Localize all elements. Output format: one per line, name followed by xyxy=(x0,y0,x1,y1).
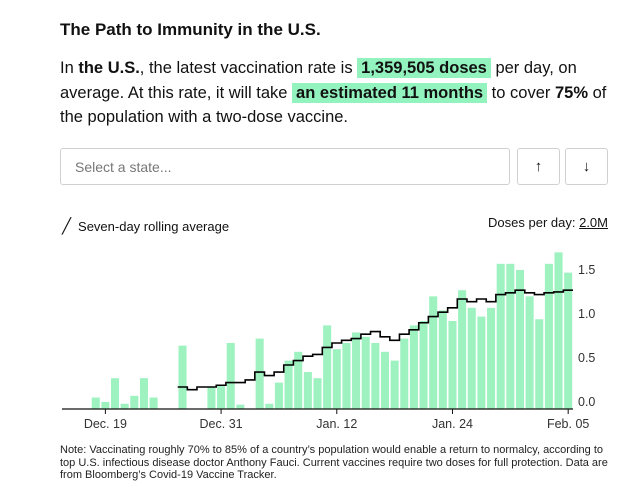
summary-text: In the U.S., the latest vaccination rate… xyxy=(60,56,620,130)
state-select-placeholder: Select a state... xyxy=(75,158,172,175)
bar xyxy=(525,296,534,409)
time-highlight: an estimated 11 months xyxy=(292,82,488,103)
sort-down-button[interactable]: ↓ xyxy=(565,148,608,185)
y-tick-label: 1.0 xyxy=(578,307,595,321)
legend-line-label: Seven-day rolling average xyxy=(78,218,230,234)
bar xyxy=(390,360,399,409)
y-tick-label: 0.0 xyxy=(578,395,595,409)
lede-text-3: per day, on average. At this rate, it wi… xyxy=(60,59,577,102)
bar xyxy=(217,386,226,409)
legend-rolling-average: ╱ Seven-day rolling average xyxy=(62,217,229,235)
bar xyxy=(226,343,235,409)
x-tick-label: Jan. 24 xyxy=(432,417,473,431)
bar xyxy=(419,321,428,409)
bar xyxy=(544,263,553,409)
coverage-value: 75% xyxy=(554,83,588,102)
bar xyxy=(448,321,457,409)
bar xyxy=(236,404,245,409)
line-legend-icon: ╱ xyxy=(62,218,72,235)
bar xyxy=(458,290,467,409)
y-tick-label: 0.5 xyxy=(578,351,595,365)
rate-highlight: 1,359,505 doses xyxy=(357,58,491,78)
x-tick-label: Dec. 19 xyxy=(84,417,127,431)
bar xyxy=(380,351,390,409)
bar xyxy=(207,387,216,409)
bar xyxy=(323,325,332,409)
bar xyxy=(438,310,447,409)
bar xyxy=(120,403,129,409)
bar xyxy=(265,403,274,409)
arrow-down-icon: ↓ xyxy=(582,158,591,175)
bar xyxy=(303,372,312,409)
bar xyxy=(101,401,110,409)
lede-text-5: of the population with a two-dose vaccin… xyxy=(60,83,607,127)
y-tick-label: 1.5 xyxy=(578,263,595,277)
legend-doses-label: Doses per day: xyxy=(488,215,580,230)
bar xyxy=(130,395,139,409)
bar xyxy=(554,252,563,409)
legend-doses-max-value[interactable]: 2.0M xyxy=(579,215,608,230)
bar xyxy=(400,338,409,409)
location-name: the U.S. xyxy=(78,59,140,77)
bar xyxy=(477,316,486,409)
arrow-up-icon: ↑ xyxy=(534,158,543,175)
bar xyxy=(535,319,544,409)
bar xyxy=(371,343,380,409)
bar xyxy=(506,263,515,409)
bar xyxy=(487,307,496,409)
bar xyxy=(429,296,438,409)
lede-text-4: to cover xyxy=(487,83,555,102)
bar xyxy=(178,345,187,409)
x-tick-label: Jan. 12 xyxy=(316,417,357,431)
bar xyxy=(111,378,120,409)
bar xyxy=(91,397,100,409)
bar xyxy=(361,336,370,409)
bar xyxy=(352,332,361,409)
footnote: Note: Vaccinating roughly 70% to 85% of … xyxy=(60,444,608,481)
bar xyxy=(274,382,283,409)
bar xyxy=(467,307,476,409)
bar xyxy=(313,378,322,409)
bar xyxy=(255,338,264,409)
lede-text-2: , the latest vaccination rate is xyxy=(139,59,358,77)
lede-text-1: In xyxy=(60,59,79,77)
bar xyxy=(409,325,418,409)
x-tick-label: Feb. 05 xyxy=(547,417,589,431)
sort-up-button[interactable]: ↑ xyxy=(517,148,560,185)
legend-doses-max: Doses per day: 2.0M xyxy=(488,215,608,230)
bar xyxy=(332,349,341,409)
state-select[interactable]: Select a state... xyxy=(60,148,510,185)
bar xyxy=(149,397,158,409)
bar xyxy=(515,269,524,409)
x-tick-label: Dec. 31 xyxy=(200,417,243,431)
page-title: The Path to Immunity in the U.S. xyxy=(60,20,321,39)
bar xyxy=(139,378,148,409)
bar xyxy=(284,360,293,409)
bar xyxy=(294,351,303,409)
bar xyxy=(496,263,505,409)
bar xyxy=(564,272,573,409)
bar xyxy=(342,343,351,409)
rolling-average-line xyxy=(177,289,573,391)
